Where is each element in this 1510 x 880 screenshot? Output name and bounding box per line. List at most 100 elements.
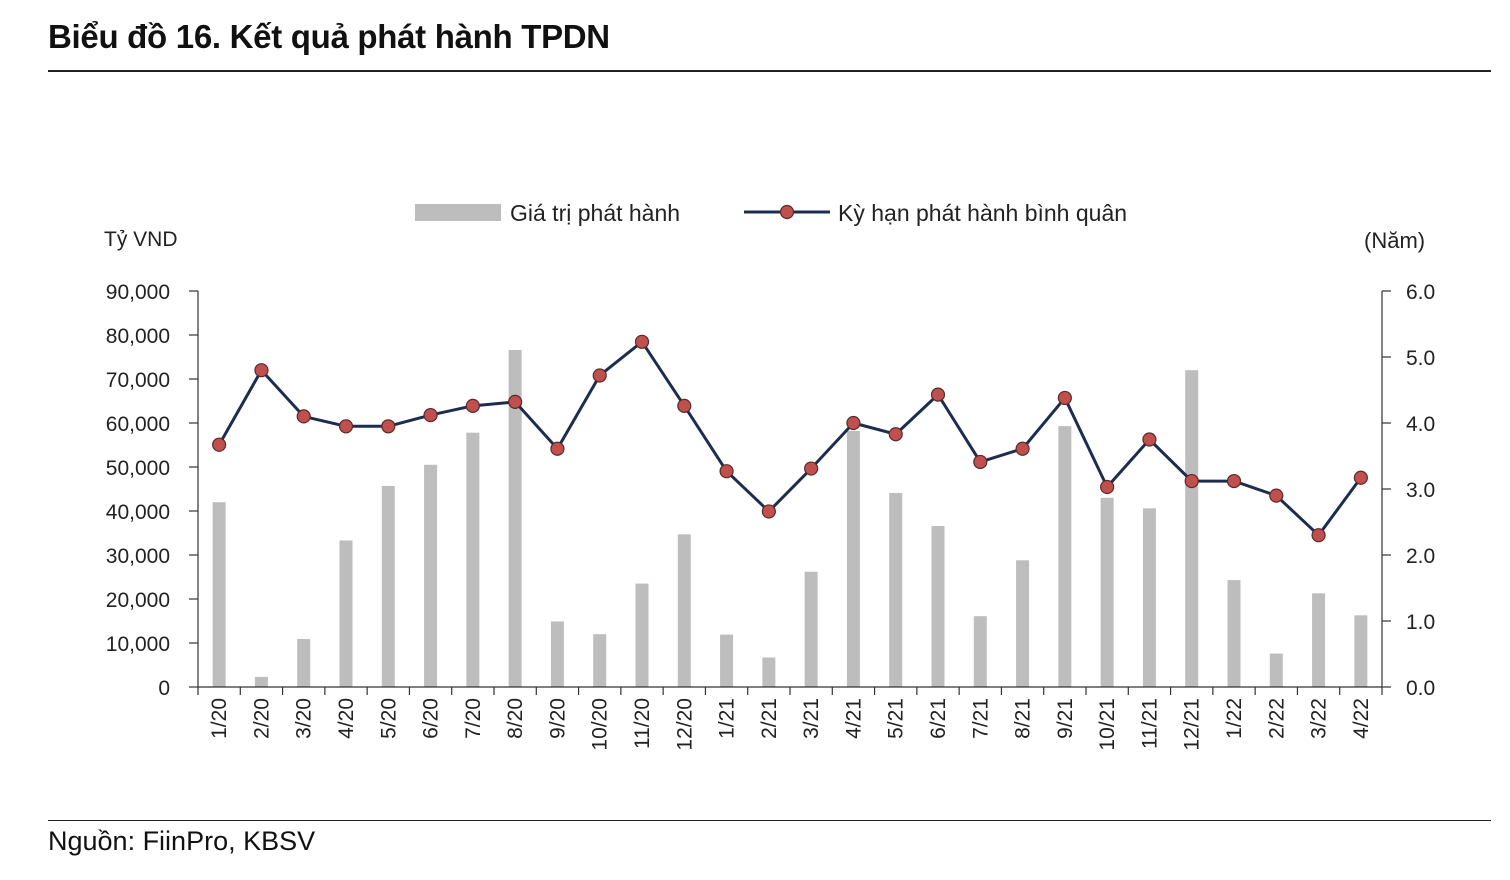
y-right-axis-title: (Năm)	[1364, 228, 1425, 253]
point-10/21	[1100, 479, 1115, 495]
y-left-tick-label: 20,000	[106, 589, 170, 612]
point-1/22	[1226, 473, 1242, 489]
x-tick-label: 1/20	[208, 698, 231, 739]
bar-4/22	[1354, 615, 1368, 687]
x-tick-label: 6/20	[420, 698, 443, 739]
x-tick-label: 5/21	[885, 698, 908, 739]
x-tick-label: 4/21	[842, 698, 865, 739]
x-tick-label: 5/20	[377, 698, 400, 739]
bar-3/21	[804, 571, 818, 687]
legend-bar-label: Giá trị phát hành	[510, 200, 680, 226]
x-tick-label: 10/20	[589, 698, 612, 751]
point-7/20	[465, 398, 480, 413]
bar-10/21	[1100, 497, 1114, 687]
bar-12/21	[1185, 370, 1199, 687]
bar-series	[212, 349, 1368, 687]
x-tick-label: 2/21	[758, 698, 781, 739]
point-8/20	[508, 394, 523, 409]
bar-7/20	[466, 432, 480, 687]
bar-5/21	[889, 492, 903, 687]
bar-11/20	[635, 583, 649, 687]
bar-5/20	[381, 485, 395, 687]
legend-line-label: Kỳ hạn phát hành bình quân	[838, 200, 1127, 226]
point-2/22	[1269, 488, 1284, 503]
bar-2/20	[254, 676, 268, 687]
point-6/21	[930, 387, 946, 402]
bar-3/20	[297, 639, 311, 687]
point-12/21	[1184, 473, 1199, 489]
legend-line-marker	[779, 204, 795, 220]
legend-bar-swatch	[415, 204, 501, 221]
bar-10/20	[593, 634, 607, 687]
bar-6/20	[424, 464, 438, 687]
y-left-tick-label: 70,000	[106, 369, 170, 392]
chart-title: Biểu đồ 16. Kết quả phát hành TPDN	[48, 18, 610, 55]
bar-8/21	[1016, 560, 1030, 687]
point-9/20	[550, 441, 565, 456]
x-tick-label: 3/20	[293, 698, 316, 739]
y-left-axis-title: Tỷ VND	[104, 228, 178, 251]
x-tick-label: 3/21	[800, 698, 823, 739]
bar-9/21	[1058, 426, 1072, 687]
line-series	[212, 334, 1368, 543]
legend: Giá trị phát hành Kỳ hạn phát hành bình q…	[415, 200, 1127, 226]
bar-11/21	[1142, 508, 1156, 687]
y-left-tick-label: 80,000	[106, 325, 170, 348]
y-right-tick-label: 6.0	[1406, 281, 1435, 304]
bar-1/22	[1227, 580, 1241, 687]
bar-3/22	[1312, 593, 1326, 687]
point-7/21	[973, 454, 988, 470]
x-tick-label: 7/21	[969, 698, 992, 739]
y-right-tick-label: 2.0	[1406, 545, 1435, 568]
y-left-tick-label: 30,000	[106, 545, 170, 568]
y-left-tick-label: 60,000	[106, 413, 170, 436]
point-9/21	[1057, 390, 1072, 406]
source-note: Nguồn: FiinPro, KBSV	[48, 826, 316, 856]
y-right-tick-label: 0.0	[1406, 677, 1435, 700]
x-tick-label: 11/21	[1138, 698, 1161, 749]
x-tick-label: 1/21	[716, 698, 739, 739]
x-tick-label: 10/21	[1096, 698, 1119, 751]
point-3/22	[1311, 528, 1326, 543]
x-tick-label: 4/22	[1350, 698, 1373, 739]
point-5/20	[381, 419, 396, 434]
bar-4/21	[846, 430, 860, 687]
point-11/20	[634, 334, 650, 349]
bar-7/21	[973, 616, 987, 687]
bar-12/20	[677, 534, 691, 687]
bar-8/20	[508, 349, 522, 687]
point-4/20	[338, 419, 354, 434]
x-tick-label: 1/22	[1223, 698, 1246, 739]
x-tick-label: 6/21	[927, 698, 950, 739]
x-tick-label: 2/22	[1265, 698, 1288, 739]
y-left-tick-label: 40,000	[106, 501, 170, 524]
y-right-tick-label: 3.0	[1406, 479, 1435, 502]
x-tick-label: 7/20	[462, 698, 485, 739]
y-left-tick-label: 90,000	[106, 281, 170, 304]
bar-4/20	[339, 540, 353, 687]
y-right-tick-label: 5.0	[1406, 347, 1435, 370]
y-right-tick-label: 1.0	[1406, 611, 1435, 634]
x-tick-label: 4/20	[335, 698, 358, 739]
point-12/20	[677, 398, 692, 413]
bar-1/21	[720, 634, 734, 687]
point-11/21	[1142, 432, 1157, 447]
x-tick-label: 3/22	[1308, 698, 1331, 739]
x-tick-label: 9/20	[546, 698, 569, 739]
point-1/21	[719, 464, 734, 479]
point-5/21	[888, 427, 903, 442]
point-10/20	[592, 368, 607, 383]
x-tick-label: 12/20	[673, 698, 696, 751]
x-tick-label: 8/21	[1012, 698, 1035, 739]
point-4/22	[1353, 470, 1368, 485]
point-3/21	[804, 461, 819, 476]
bar-2/21	[762, 657, 776, 687]
bar-2/22	[1269, 653, 1283, 687]
x-tick-label: 11/20	[631, 698, 654, 749]
point-1/20	[212, 437, 227, 452]
x-tick-label: 8/20	[504, 698, 527, 739]
source-divider	[48, 820, 1491, 821]
point-2/20	[254, 363, 269, 378]
x-tick-label: 2/20	[250, 698, 273, 739]
